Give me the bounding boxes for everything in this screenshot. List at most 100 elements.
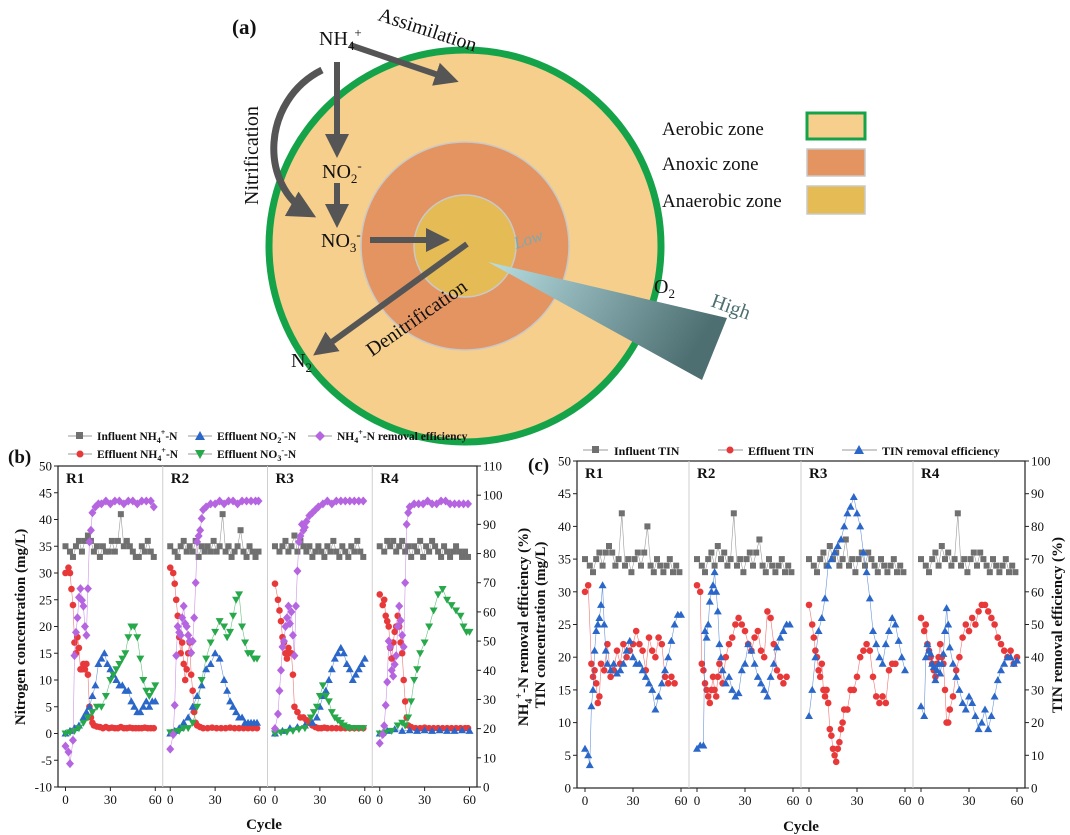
panel-c-tin-chart: (c) Influent TIN Effluent TIN TIN remova… [528, 444, 1066, 835]
data-point [590, 569, 596, 576]
segment-label: R4 [921, 466, 940, 482]
data-point [336, 496, 345, 506]
data-point [894, 636, 903, 644]
data-point [968, 698, 977, 706]
data-point [968, 614, 976, 622]
data-point [413, 666, 422, 674]
data-point [728, 634, 736, 641]
data-point [956, 653, 963, 661]
y2-tick-label: 110 [483, 459, 502, 474]
data-point [849, 492, 858, 500]
data-point [788, 569, 795, 576]
data-point [856, 522, 865, 530]
data-point [103, 659, 112, 667]
data-point [932, 549, 939, 556]
data-point [991, 621, 998, 628]
x-tick-label: 30 [104, 792, 117, 807]
y2-tick-label: 20 [1031, 715, 1044, 730]
y2-tick-label: 0 [483, 780, 490, 795]
data-point [929, 556, 936, 563]
x-tick-label: 0 [582, 793, 589, 808]
data-point [843, 509, 852, 517]
data-point [65, 729, 74, 737]
data-point [324, 676, 333, 683]
data-point [808, 685, 817, 693]
data-point [404, 714, 413, 722]
panel-c-label: (c) [528, 455, 549, 476]
data-point [993, 676, 1002, 684]
data-point [318, 682, 327, 690]
svg-text:NH4+-N removal efficiency: NH4+-N removal efficiency [337, 428, 468, 445]
data-point [728, 685, 737, 693]
data-point [249, 548, 256, 555]
data-point [846, 562, 852, 569]
y-tick-label: 10 [558, 715, 571, 730]
data-point [593, 620, 602, 628]
data-point [336, 643, 345, 651]
data-point [844, 706, 851, 713]
data-point [709, 673, 717, 681]
data-point [623, 653, 630, 661]
data-point [711, 686, 718, 694]
data-point [465, 628, 474, 636]
data-point [282, 728, 291, 736]
data-point [330, 654, 339, 662]
data-point [187, 671, 195, 678]
data-point [988, 614, 995, 622]
data-point [111, 548, 118, 555]
data-point [990, 556, 996, 563]
data-point [997, 640, 1005, 648]
data-point [897, 562, 904, 569]
data-point [954, 510, 961, 517]
data-point [887, 562, 894, 569]
no2-label: NO2- [322, 158, 362, 186]
data-point [757, 647, 765, 654]
data-point [810, 562, 817, 569]
data-point [348, 543, 355, 550]
data-point [235, 591, 244, 599]
data-point [148, 687, 157, 695]
data-point [885, 666, 893, 674]
data-point [594, 699, 602, 707]
data-point [407, 698, 416, 706]
data-point [832, 758, 840, 766]
data-point [79, 601, 88, 611]
data-point [812, 647, 819, 654]
x-tick-label: 0 [62, 792, 69, 807]
data-point [151, 697, 160, 705]
data-point [345, 553, 352, 560]
data-point [661, 673, 669, 681]
data-point [753, 549, 760, 556]
data-point [183, 666, 190, 673]
y2-tick-label: 40 [1031, 650, 1044, 665]
data-point [1006, 569, 1012, 576]
data-point [993, 562, 1000, 569]
data-point [645, 679, 653, 687]
data-point [875, 653, 884, 661]
data-point [817, 556, 824, 563]
data-point [839, 719, 846, 726]
data-point [188, 636, 197, 646]
segment-label: R2 [697, 466, 715, 482]
data-point [951, 556, 958, 563]
data-point [69, 601, 77, 609]
data-point [447, 553, 454, 560]
data-point [121, 650, 130, 658]
data-point [826, 543, 833, 550]
data-point [588, 660, 595, 668]
data-point [66, 569, 74, 577]
data-point [601, 646, 610, 654]
data-point [814, 569, 820, 576]
data-point [394, 612, 401, 620]
data-point [849, 556, 856, 563]
data-point [300, 725, 309, 733]
data-point [84, 671, 92, 678]
data-point [396, 616, 405, 626]
panel-b-y2label: NH4+-N removal efficiency (%) [514, 528, 535, 726]
data-point [450, 548, 457, 555]
data-point [776, 673, 784, 681]
data-point [625, 636, 634, 644]
y-tick-label: 15 [39, 646, 52, 661]
y2-tick-label: 10 [483, 750, 496, 765]
panel-b-label: (b) [8, 447, 31, 468]
